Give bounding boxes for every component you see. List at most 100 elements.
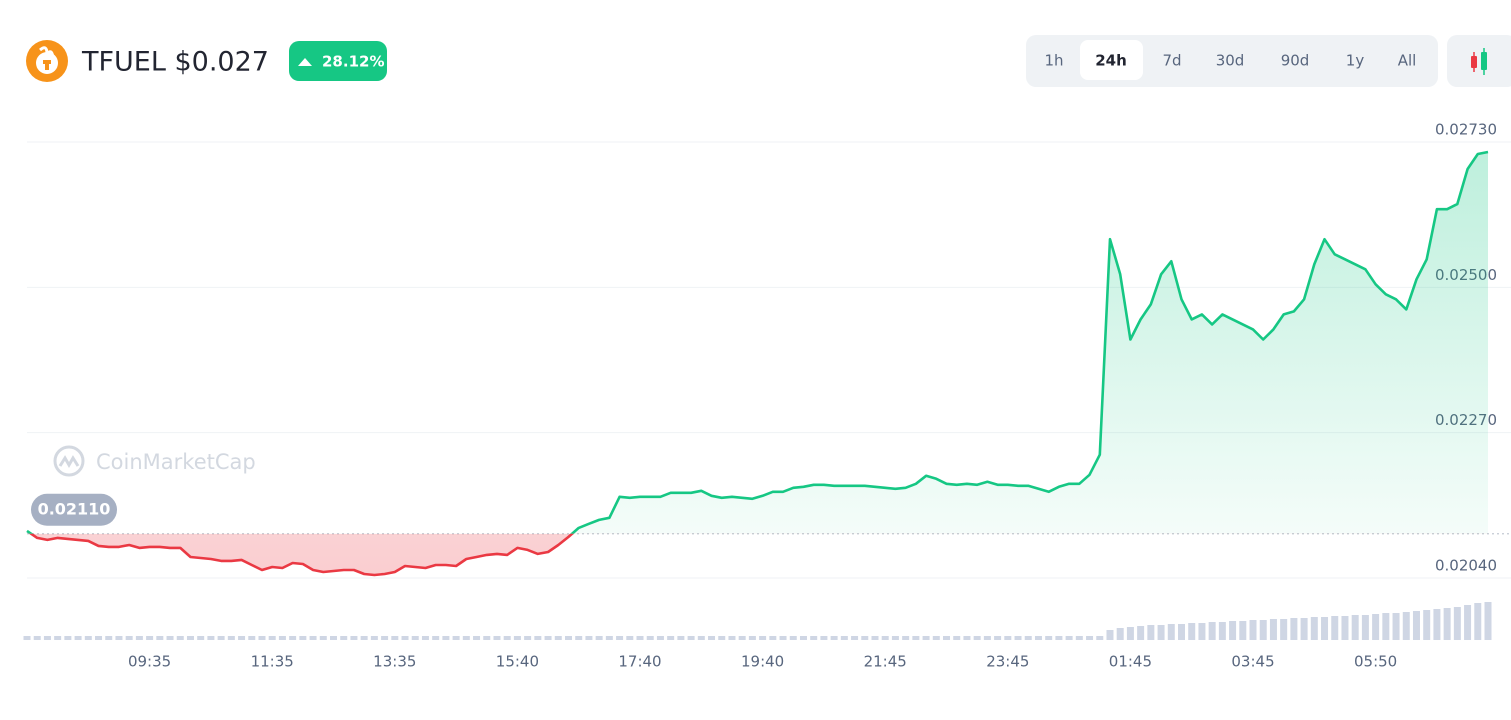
volume-bar xyxy=(513,636,521,640)
volume-bar xyxy=(830,636,838,640)
volume-bar xyxy=(95,636,103,640)
volume-bar xyxy=(616,636,624,640)
volume-bar xyxy=(1055,636,1063,640)
volume-bar xyxy=(54,636,62,640)
volume-bar xyxy=(186,636,194,640)
watermark: CoinMarketCap xyxy=(96,450,256,474)
volume-bar xyxy=(289,636,297,640)
volume-bar xyxy=(840,636,848,640)
volume-bar xyxy=(656,636,664,640)
volume-bar xyxy=(146,636,154,640)
volume-bar xyxy=(1167,624,1175,640)
volume-bar xyxy=(1116,628,1124,640)
volume-bar xyxy=(1188,623,1196,640)
volume-bar xyxy=(248,636,256,640)
volume-bar xyxy=(74,636,82,640)
volume-bar xyxy=(534,636,542,640)
volume-bar xyxy=(115,636,123,640)
volume-bar xyxy=(1198,623,1206,640)
volume-bar xyxy=(1229,621,1237,640)
volume-bar xyxy=(595,636,603,640)
price-line-up xyxy=(26,150,1489,534)
range-button[interactable]: 1h xyxy=(1044,52,1063,70)
range-button[interactable]: All xyxy=(1398,52,1417,70)
volume-bar xyxy=(963,636,971,640)
volume-bar xyxy=(1065,636,1073,640)
volume-bar xyxy=(585,636,593,640)
volume-bar xyxy=(1269,619,1277,640)
volume-bar xyxy=(105,636,113,640)
volume-bar xyxy=(779,636,787,640)
volume-bar xyxy=(1280,619,1288,640)
range-button[interactable]: 7d xyxy=(1162,52,1181,70)
volume-bar xyxy=(871,636,879,640)
range-button[interactable]: 1y xyxy=(1346,52,1365,70)
change-badge xyxy=(289,41,387,81)
volume-bar xyxy=(238,636,246,640)
volume-bar xyxy=(728,636,736,640)
volume-bar xyxy=(23,636,31,640)
volume-bar xyxy=(84,636,92,640)
volume-bar xyxy=(1075,636,1083,640)
volume-bar xyxy=(1382,613,1390,640)
y-tick-label: 0.02040 xyxy=(1435,557,1497,575)
volume-bar xyxy=(912,636,920,640)
volume-bar xyxy=(503,636,511,640)
volume-bar xyxy=(197,636,205,640)
volume-bar xyxy=(217,636,225,640)
volume-bar xyxy=(851,636,859,640)
volume-bar xyxy=(861,636,869,640)
y-tick-label: 0.02730 xyxy=(1435,121,1497,139)
volume-bar xyxy=(360,636,368,640)
volume-bar xyxy=(1239,621,1247,640)
volume-bar xyxy=(442,636,450,640)
volume-bar xyxy=(340,636,348,640)
volume-bar xyxy=(1372,614,1380,640)
volume-bar xyxy=(1137,626,1145,640)
volume-bar xyxy=(973,636,981,640)
baseline-label: 0.02110 xyxy=(38,499,111,518)
volume-bar xyxy=(1484,602,1492,640)
volume-bar xyxy=(299,636,307,640)
volume-bar xyxy=(626,636,634,640)
volume-bar xyxy=(769,636,777,640)
volume-bar xyxy=(636,636,644,640)
volume-bar xyxy=(983,636,991,640)
range-button[interactable]: 90d xyxy=(1281,52,1310,70)
x-tick-label: 13:35 xyxy=(373,653,416,671)
volume-bar xyxy=(1464,605,1472,640)
volume-bar xyxy=(1034,636,1042,640)
volume-bar xyxy=(646,636,654,640)
volume-bar xyxy=(820,636,828,640)
range-button[interactable]: 30d xyxy=(1216,52,1245,70)
volume-bar xyxy=(932,636,940,640)
volume-bar xyxy=(810,636,818,640)
x-tick-label: 11:35 xyxy=(251,653,294,671)
volume-bar xyxy=(432,636,440,640)
x-tick-label: 03:45 xyxy=(1231,653,1274,671)
volume-bar xyxy=(1392,613,1400,640)
volume-bar xyxy=(1341,616,1349,640)
volume-bar xyxy=(227,636,235,640)
volume-bar xyxy=(1331,616,1339,640)
volume-bar xyxy=(759,636,767,640)
range-button[interactable]: 24h xyxy=(1095,52,1127,70)
volume-bar xyxy=(1290,618,1298,640)
volume-bar xyxy=(1218,622,1226,640)
volume-bar xyxy=(1045,636,1053,640)
x-tick-label: 15:40 xyxy=(496,653,539,671)
volume-bar xyxy=(493,636,501,640)
volume-bar xyxy=(462,636,470,640)
volume-bar xyxy=(677,636,685,640)
chart-type-button[interactable] xyxy=(1447,35,1511,87)
volume-bar xyxy=(943,636,951,640)
volume-bar xyxy=(1157,625,1165,640)
volume-bar xyxy=(697,636,705,640)
volume-bar xyxy=(564,636,572,640)
volume-bar xyxy=(544,636,552,640)
volume-bar xyxy=(1300,618,1308,640)
x-tick-label: 21:45 xyxy=(864,653,907,671)
volume-bar xyxy=(1453,607,1461,640)
